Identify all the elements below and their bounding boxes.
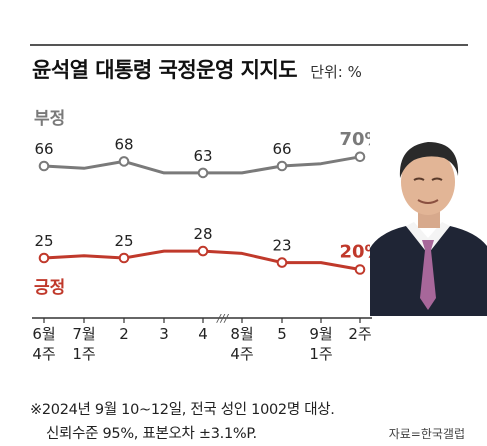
axis-break-mark: ///	[216, 312, 229, 325]
negative-point-8	[354, 151, 366, 163]
positive-data-label-6: 23	[272, 237, 291, 255]
x-tick-label-1: 7월	[72, 325, 95, 343]
top-rule	[30, 44, 468, 46]
series-name-negative: 부정	[34, 109, 65, 129]
x-tick-label-4: 4	[198, 325, 208, 343]
negative-point-0	[38, 160, 50, 172]
series-name-positive: 긍정	[34, 278, 65, 298]
positive-point-8	[354, 264, 366, 275]
positive-point-6	[276, 257, 288, 268]
negative-data-label-4: 63	[193, 147, 212, 165]
footnote-line1: ※2024년 9월 10~12일, 전국 성인 1002명 대상.	[30, 402, 335, 418]
negative-data-label-0: 66	[34, 140, 53, 158]
x-tick-label-5: 8월	[230, 325, 253, 343]
x-tick-label-6: 5	[277, 325, 287, 343]
negative-point-2	[118, 156, 130, 167]
positive-point-4	[197, 245, 209, 257]
x-tick-label-7: 9월	[309, 325, 332, 343]
title-row: 윤석열 대통령 국정운영 지지도 단위: %	[32, 54, 362, 84]
x-tick-label-0: 6월	[32, 325, 55, 343]
x-tick-label-2: 2	[119, 325, 129, 343]
footnote-line2: 신뢰수준 95%, 표본오차 ±3.1%P.	[46, 426, 257, 442]
positive-data-label-2: 25	[114, 232, 133, 250]
positive-point-0	[38, 252, 50, 264]
negative-point-4	[197, 167, 209, 179]
x-tick-label-7-line2: 1주	[309, 345, 332, 363]
x-tick-label-8: 2주	[348, 325, 371, 343]
positive-point-2	[118, 252, 130, 264]
x-tick-label-0-line2: 4주	[32, 345, 55, 363]
x-tick-label-1-line2: 1주	[72, 345, 95, 363]
negative-data-label-6: 66	[272, 140, 291, 158]
source-label: 자료=한국갤럽	[388, 427, 465, 441]
chart-title: 윤석열 대통령 국정운영 지지도	[32, 58, 298, 82]
unit-label: 단위: %	[310, 63, 362, 81]
negative-data-label-2: 68	[114, 135, 133, 153]
president-photo	[370, 130, 487, 316]
negative-point-6	[276, 160, 288, 172]
positive-data-label-0: 25	[34, 232, 53, 250]
positive-data-label-4: 28	[193, 225, 212, 243]
x-tick-label-3: 3	[159, 325, 169, 343]
x-tick-label-5-line2: 4주	[230, 345, 253, 363]
